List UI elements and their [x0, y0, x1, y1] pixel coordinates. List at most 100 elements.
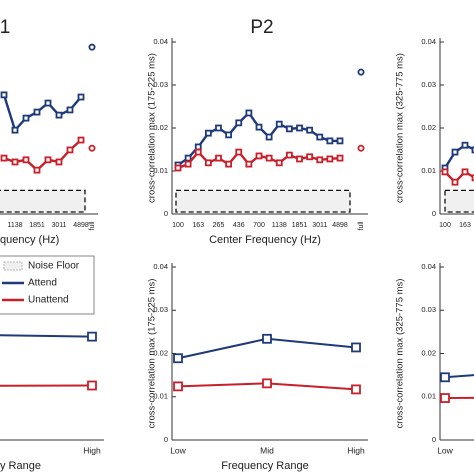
x-tick-label: Low — [170, 445, 186, 455]
x-tick-label: High — [347, 445, 365, 455]
x-tick-label: 163 — [459, 222, 471, 229]
y-tick-label: 0.04 — [153, 37, 168, 46]
noise-floor — [175, 189, 351, 213]
series-marker — [316, 156, 324, 164]
x-tick-label: 4898 — [73, 222, 89, 229]
series-marker — [275, 120, 283, 128]
legend-label: Attend — [28, 278, 57, 289]
x-tick-label: 3011 — [51, 222, 66, 229]
series-marker — [44, 156, 52, 164]
y-tick-label: 0.04 — [421, 37, 436, 46]
series-marker — [316, 133, 324, 141]
series-marker — [66, 146, 74, 154]
x-tick-label: full — [89, 221, 96, 230]
series-line — [3, 139, 82, 172]
series-marker — [285, 151, 293, 159]
x-tick-label: Low — [437, 445, 453, 455]
full-marker — [357, 68, 365, 76]
chart-title: P2 — [250, 17, 273, 38]
x-tick-label: 4898 — [332, 222, 348, 229]
series-marker — [336, 154, 344, 162]
y-tick-label: 0.01 — [421, 166, 436, 175]
series-marker — [262, 378, 272, 389]
series-marker — [173, 381, 183, 392]
series-marker — [33, 166, 41, 174]
x-tick-label: 163 — [192, 222, 204, 229]
x-tick-label: full — [358, 221, 365, 230]
series-marker — [204, 129, 212, 137]
y-tick-label: 0 — [432, 435, 436, 444]
series-marker — [296, 155, 303, 163]
x-tick-label: 436 — [233, 222, 245, 229]
x-tick-label: 100 — [439, 222, 451, 229]
series-marker — [461, 168, 469, 176]
legend-swatch — [3, 261, 23, 271]
series-marker — [275, 159, 283, 167]
x-tick-label: 1138 — [272, 222, 287, 229]
y-tick-label: 0.01 — [421, 392, 436, 401]
x-tick-label: Mid — [260, 445, 274, 455]
series-marker — [215, 124, 222, 132]
series-marker — [55, 111, 63, 119]
series-marker — [245, 109, 253, 117]
series-marker — [173, 353, 183, 364]
series-line — [0, 334, 93, 338]
series-marker — [11, 158, 19, 166]
x-tick-label: 1851 — [29, 222, 45, 229]
series-line — [443, 143, 474, 169]
series-marker — [22, 156, 30, 164]
y-axis-label: cross-correlation max (175-225 ms) — [147, 53, 158, 203]
series-marker — [55, 158, 63, 166]
series-marker — [440, 393, 450, 403]
series-marker — [174, 164, 182, 172]
series-marker — [306, 126, 314, 134]
y-tick-label: 0.02 — [153, 123, 168, 132]
y-tick-label: 0.02 — [421, 348, 436, 357]
series-marker — [87, 331, 97, 342]
y-tick-label: 0.01 — [153, 392, 168, 401]
y-tick-label: 0.04 — [153, 262, 168, 271]
series-marker — [285, 125, 293, 133]
series-marker — [22, 114, 30, 122]
series-marker — [0, 91, 8, 99]
series-marker — [262, 333, 272, 344]
series-marker — [184, 160, 192, 168]
series-marker — [225, 131, 233, 139]
series-marker — [471, 174, 474, 182]
chart-title: 1 — [0, 17, 10, 38]
y-tick-label: 0 — [432, 209, 436, 218]
legend-label: Unattend — [28, 295, 69, 306]
y-tick-label: 0 — [164, 209, 168, 218]
series-marker — [194, 148, 202, 156]
x-tick-label: 3011 — [312, 222, 327, 229]
full-marker — [357, 144, 365, 152]
series-marker — [451, 148, 459, 156]
series-marker — [11, 126, 19, 134]
series-marker — [351, 342, 361, 353]
series-marker — [336, 137, 344, 145]
series-marker — [265, 154, 273, 162]
series-marker — [326, 155, 334, 163]
full-marker — [88, 43, 96, 51]
y-tick-label: 0.03 — [153, 80, 168, 89]
series-marker — [225, 160, 233, 168]
y-tick-label: 0.04 — [421, 262, 436, 271]
y-axis-label: cross-correlation max (325-775 ms) — [395, 53, 406, 203]
y-tick-label: 0.01 — [153, 166, 168, 175]
series-marker — [451, 178, 459, 186]
series-marker — [235, 148, 243, 156]
y-axis-label: cross-correlation max (325-775 ms) — [395, 279, 406, 429]
y-tick-label: 0.03 — [421, 80, 436, 89]
y-tick-label: 0 — [164, 435, 168, 444]
x-axis-label: y Range — [0, 460, 41, 472]
series-marker — [306, 153, 314, 161]
y-tick-label: 0.03 — [421, 305, 436, 314]
x-axis-label: quency (Hz) — [0, 234, 59, 246]
x-tick-label: 1138 — [7, 222, 22, 229]
series-marker — [194, 143, 202, 151]
y-axis-label: cross-correlation max (175-225 ms) — [147, 279, 158, 429]
legend-label: Noise Floor — [28, 261, 80, 272]
series-marker — [66, 106, 74, 114]
